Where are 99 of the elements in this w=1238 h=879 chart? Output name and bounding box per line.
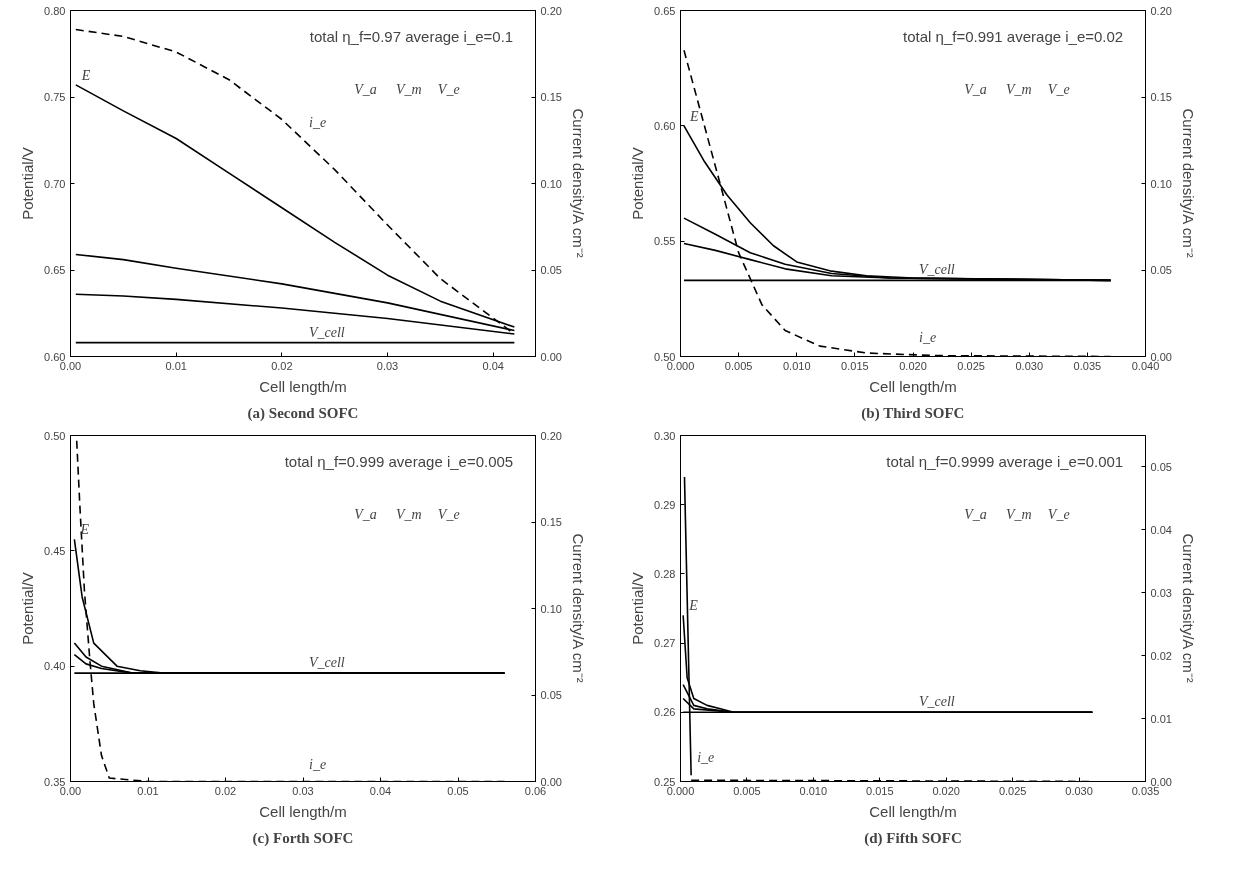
y2-tick-label: 0.02	[1150, 649, 1172, 662]
x-tick-label: 0.03	[376, 359, 399, 372]
y2-tick-label: 0.00	[540, 350, 562, 363]
y2-tick-label: 0.04	[1150, 523, 1172, 536]
x-tick-label: 0.020	[932, 784, 960, 797]
x-tick-label: 0.005	[724, 359, 753, 372]
x-tick-label: 0.020	[899, 359, 927, 372]
y2-axis-title: Current density/A cm⁻²	[1179, 108, 1197, 258]
y2-tick-label: 0.03	[1150, 586, 1172, 599]
series-label: E	[80, 67, 91, 83]
x-tick-label: 0.05	[447, 784, 469, 797]
annotation: V_m	[1006, 82, 1032, 97]
x-tick-label: 0.010	[782, 359, 811, 372]
annotation: V_a	[964, 507, 987, 522]
y2-tick-label: 0.15	[540, 516, 562, 528]
series-label: i_e	[697, 750, 715, 766]
annotation: V_m	[396, 82, 422, 97]
series-label: E	[688, 598, 699, 614]
y-tick-label: 0.40	[44, 660, 66, 673]
text: (a) Second SOFC	[247, 404, 359, 422]
y2-axis-title: Current density/A cm⁻²	[1179, 533, 1197, 683]
annotation: V_e	[437, 82, 460, 97]
y-tick-label: 0.75	[44, 91, 66, 103]
annotation: V_e	[1047, 507, 1070, 522]
y-tick-label: 0.65	[44, 264, 66, 276]
x-tick-label: 0.010	[799, 784, 828, 797]
y-tick-label: 0.55	[654, 235, 676, 248]
y2-tick-label: 0.10	[540, 602, 562, 615]
x-axis-title: Cell length/m	[869, 377, 957, 395]
y2-tick-label: 0.05	[1150, 264, 1172, 276]
y2-tick-label: 0.10	[540, 177, 562, 190]
series-label: V_cell	[309, 324, 345, 340]
annotation: V_a	[354, 82, 377, 97]
y-tick-label: 0.50	[44, 429, 66, 442]
x-tick-label: 0.005	[733, 784, 761, 797]
x-tick-label: 0.030	[1015, 359, 1044, 372]
x-tick-label: 0.04	[482, 359, 504, 372]
text: (d) Fifth SOFC	[864, 829, 962, 847]
series-label: i_e	[919, 329, 937, 345]
y2-tick-label: 0.20	[540, 429, 562, 442]
x-tick-label: 0.030	[1065, 784, 1093, 797]
y2-tick-label: 0.01	[1150, 712, 1172, 725]
y2-tick-label: 0.20	[1150, 4, 1172, 17]
y2-axis-title: Current density/A cm⁻²	[569, 108, 587, 258]
annotation: total η_f=0.999 average i_e=0.005	[284, 453, 514, 471]
y2-tick-label: 0.15	[540, 91, 562, 103]
y2-tick-label: 0.05	[540, 264, 562, 276]
y2-axis-title: Current density/A cm⁻²	[569, 533, 587, 683]
text: (b) Third SOFC	[861, 404, 965, 422]
y-axis-title: Potential/V	[19, 572, 37, 645]
annotation: V_e	[1047, 82, 1070, 97]
x-tick-label: 0.035	[1073, 359, 1102, 372]
x-tick-label: 0.01	[137, 784, 159, 797]
x-tick-label: 0.025	[957, 359, 985, 372]
y-tick-label: 0.80	[44, 4, 66, 17]
series-label: V_cell	[919, 262, 955, 278]
y2-tick-label: 0.10	[1150, 177, 1172, 190]
y-tick-label: 0.45	[44, 544, 66, 557]
annotation: V_a	[964, 82, 987, 97]
annotation: V_m	[396, 507, 422, 522]
series-label: i_e	[309, 114, 327, 130]
x-axis-title: Cell length/m	[869, 802, 957, 820]
series-label: E	[79, 522, 90, 538]
x-tick-label: 0.015	[841, 359, 869, 372]
y-tick-label: 0.27	[654, 637, 676, 650]
y2-tick-label: 0.05	[540, 689, 562, 701]
y-axis-title: Potential/V	[629, 572, 647, 645]
annotation: total η_f=0.991 average i_e=0.02	[903, 28, 1124, 46]
x-axis-title: Cell length/m	[259, 802, 347, 820]
annotation: V_e	[437, 507, 460, 522]
y-tick-label: 0.30	[654, 429, 676, 442]
y2-tick-label: 0.20	[540, 4, 562, 17]
y-tick-label: 0.70	[44, 177, 66, 190]
x-tick-label: 0.02	[214, 784, 237, 797]
x-axis-title: Cell length/m	[259, 377, 347, 395]
y-tick-label: 0.28	[654, 567, 676, 580]
annotation: V_m	[1006, 507, 1032, 522]
y-tick-label: 0.65	[654, 4, 676, 17]
x-tick-label: 0.04	[369, 784, 392, 797]
annotation: total η_f=0.97 average i_e=0.1	[309, 28, 514, 46]
x-tick-label: 0.01	[165, 359, 187, 372]
series-label: i_e	[309, 756, 327, 772]
y-tick-label: 0.29	[654, 498, 676, 511]
y2-tick-label: 0.05	[1150, 460, 1172, 473]
series-label: V_cell	[919, 694, 955, 710]
y-tick-label: 0.60	[654, 119, 676, 132]
series-label: V_cell	[309, 655, 345, 671]
text: (c) Forth SOFC	[252, 829, 354, 847]
legend-label: E	[688, 108, 699, 124]
y2-tick-label: 0.15	[1150, 91, 1172, 103]
x-tick-label: 0.025	[998, 784, 1027, 797]
y-tick-label: 0.26	[654, 706, 676, 719]
x-tick-label: 0.02	[271, 359, 293, 372]
annotation: total η_f=0.9999 average i_e=0.001	[886, 453, 1124, 471]
y-axis-title: Potential/V	[19, 147, 37, 220]
y-axis-title: Potential/V	[629, 147, 647, 220]
x-tick-label: 0.03	[292, 784, 314, 797]
annotation: V_a	[354, 507, 377, 522]
x-tick-label: 0.015	[866, 784, 894, 797]
